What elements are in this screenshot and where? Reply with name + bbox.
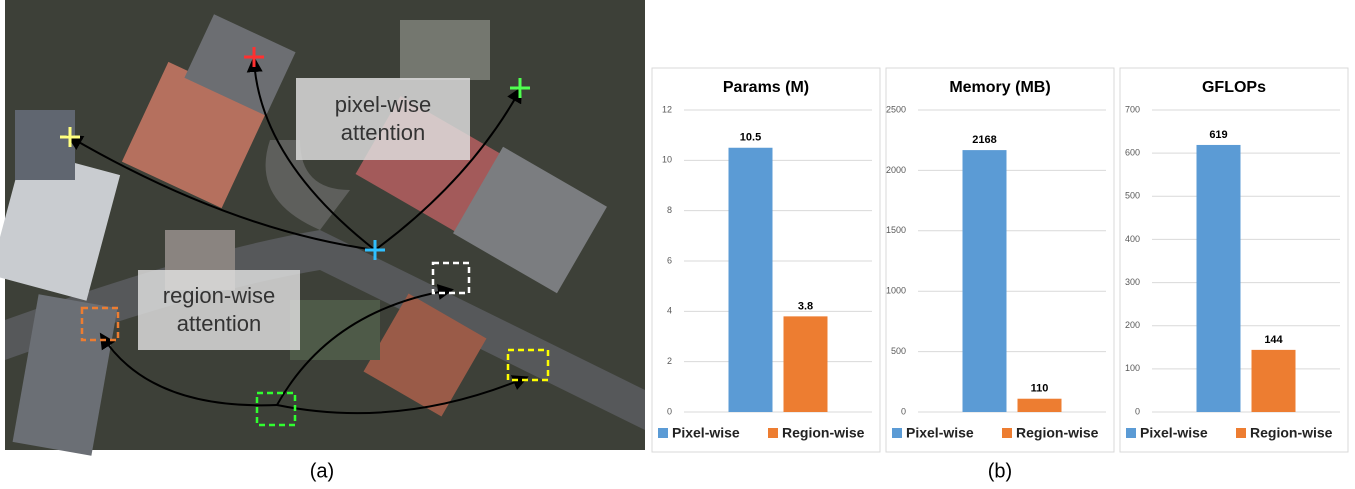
y-tick-label: 12	[662, 104, 672, 114]
bar	[728, 147, 773, 412]
annotation: attention	[341, 120, 425, 145]
y-tick-label: 6	[667, 255, 672, 265]
bar	[1017, 398, 1062, 412]
y-tick-label: 300	[1125, 277, 1140, 287]
y-tick-label: 600	[1125, 148, 1140, 158]
data-label: 619	[1209, 129, 1227, 141]
data-label: 3.8	[798, 300, 813, 312]
legend-swatch	[892, 428, 902, 438]
y-tick-label: 700	[1125, 104, 1140, 114]
chart-title: Memory (MB)	[949, 79, 1050, 96]
data-label: 110	[1031, 383, 1049, 395]
bar	[1196, 144, 1241, 412]
bar	[962, 150, 1007, 413]
y-tick-label: 0	[901, 406, 906, 416]
data-label: 2168	[972, 134, 996, 146]
legend-swatch	[658, 428, 668, 438]
annotation: attention	[177, 311, 261, 336]
y-tick-label: 1500	[886, 225, 906, 235]
legend-swatch	[768, 428, 778, 438]
bar	[783, 316, 828, 412]
y-tick-label: 2	[667, 356, 672, 366]
legend-swatch	[1002, 428, 1012, 438]
y-tick-label: 10	[662, 155, 672, 165]
annotation: region-wise	[163, 283, 276, 308]
y-tick-label: 0	[667, 406, 672, 416]
y-tick-label: 2000	[886, 165, 906, 175]
y-tick-label: 400	[1125, 234, 1140, 244]
y-tick-label: 200	[1125, 320, 1140, 330]
legend-label: Region-wise	[1016, 425, 1099, 441]
legend-label: Region-wise	[1250, 425, 1333, 441]
legend-swatch	[1236, 428, 1246, 438]
y-tick-label: 1000	[886, 286, 906, 296]
y-tick-label: 2500	[886, 104, 906, 114]
data-label: 144	[1264, 334, 1283, 346]
chart-title: Params (M)	[723, 79, 809, 96]
legend-swatch	[1126, 428, 1136, 438]
legend-label: Pixel-wise	[672, 425, 740, 441]
caption: (b)	[988, 460, 1012, 482]
y-tick-label: 0	[1135, 406, 1140, 416]
y-tick-label: 4	[667, 306, 672, 316]
bar	[1251, 349, 1296, 412]
legend-label: Pixel-wise	[1140, 425, 1208, 441]
y-tick-label: 100	[1125, 363, 1140, 373]
legend-label: Region-wise	[782, 425, 865, 441]
annotation: pixel-wise	[335, 92, 432, 117]
data-label: 10.5	[740, 132, 761, 144]
caption: (a)	[310, 460, 334, 482]
y-tick-label: 500	[891, 346, 906, 356]
legend-label: Pixel-wise	[906, 425, 974, 441]
aerial-image: pixel-wise attention region-wise attenti…	[0, 0, 645, 456]
y-tick-label: 8	[667, 205, 672, 215]
y-tick-label: 500	[1125, 191, 1140, 201]
chart-title: GFLOPs	[1202, 79, 1266, 96]
